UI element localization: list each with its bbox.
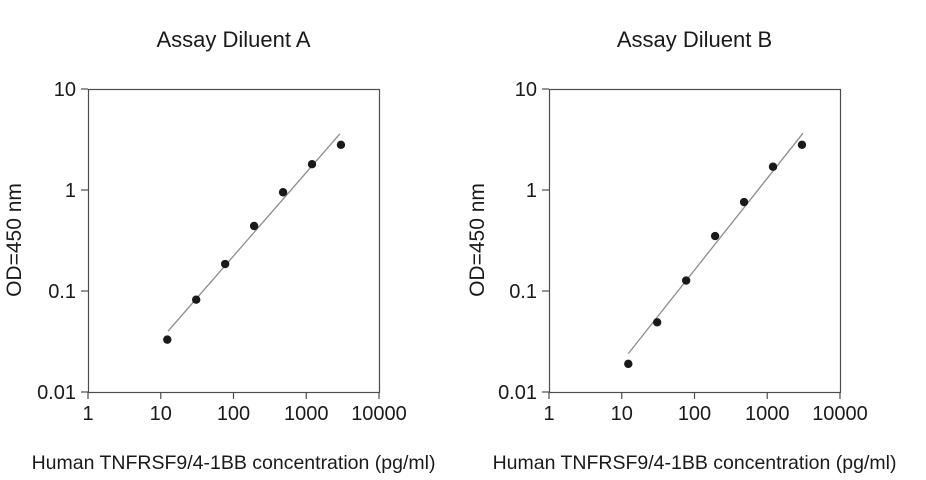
data-point [797, 140, 807, 150]
chart-a-title: Assay Diluent A [156, 27, 311, 52]
chart-a-x-axis-label: Human TNFRSF9/4-1BB concentration (pg/ml… [31, 452, 436, 474]
data-point [249, 221, 259, 231]
data-point [652, 318, 662, 327]
data-point [768, 162, 778, 171]
x-axis-tick-label: 1000 [745, 403, 790, 425]
data-point [163, 335, 172, 344]
data-point [681, 276, 691, 285]
x-axis-tick-label: 1 [82, 403, 93, 425]
chart-b-x-axis-label: Human TNFRSF9/4-1BB concentration (pg/ml… [492, 452, 897, 474]
x-axis-tick-label: 100 [217, 403, 250, 425]
x-axis-tick-label: 10 [611, 403, 633, 425]
y-axis-tick-label: 1 [65, 180, 76, 202]
plot-frame [548, 88, 842, 394]
data-point [278, 188, 288, 197]
x-axis-tick-label: 10000 [351, 403, 407, 425]
y-axis-tick-label: 0.01 [498, 382, 537, 404]
data-point [739, 197, 749, 207]
y-axis-tick-label: 10 [54, 79, 76, 101]
y-axis-tick-label: 0.1 [509, 281, 537, 303]
y-axis-tick-label: 0.1 [48, 281, 76, 303]
data-point [220, 259, 230, 269]
x-axis-tick-label: 100 [678, 403, 711, 425]
chart-b-title: Assay Diluent B [616, 27, 773, 52]
y-axis-tick-label: 0.01 [37, 382, 76, 404]
y-axis-tick-label: 10 [515, 79, 537, 101]
x-axis-tick-label: 1000 [284, 403, 329, 425]
data-point [307, 160, 317, 169]
data-point [336, 140, 346, 150]
x-axis-tick-label: 1 [543, 403, 554, 425]
plot-frame [87, 88, 381, 394]
data-point [710, 231, 720, 241]
y-axis-tick-label: 1 [526, 180, 537, 202]
x-axis-tick-label: 10 [150, 403, 172, 425]
data-point [624, 359, 633, 369]
data-point [191, 295, 201, 304]
x-axis-tick-label: 10000 [812, 403, 868, 425]
